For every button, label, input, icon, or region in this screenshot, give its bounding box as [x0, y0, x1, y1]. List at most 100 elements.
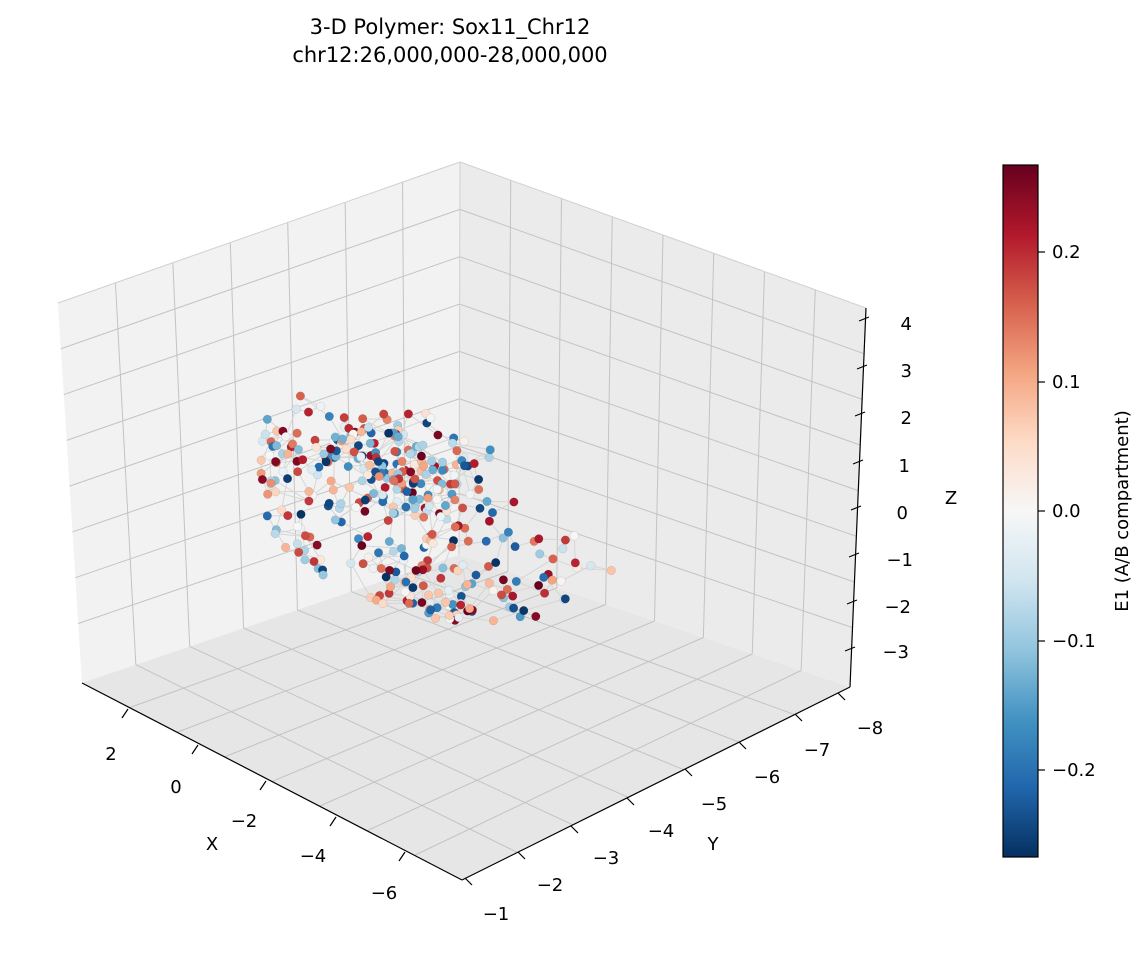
grid-line: [702, 253, 715, 638]
polymer-bead: [336, 499, 346, 509]
polymer-bead: [283, 511, 293, 521]
pane-edge: [459, 161, 867, 309]
polymer-bead: [540, 588, 550, 598]
polymer-bead: [432, 484, 442, 494]
polymer-bead: [293, 467, 303, 477]
polymer-bead: [410, 503, 420, 514]
x-axis-label: X: [206, 834, 218, 855]
polymer-bead: [426, 413, 436, 423]
grid-line: [172, 262, 191, 647]
polymer-bead: [368, 489, 379, 499]
polymer-bead: [341, 444, 351, 454]
polymer-bead: [392, 484, 402, 494]
polymer-bead: [353, 441, 363, 451]
polymer-bead: [509, 497, 519, 507]
polymer-bead: [282, 474, 293, 484]
polymer-bead: [262, 511, 272, 521]
polymer-link: [362, 550, 394, 565]
polymer-bead: [447, 542, 457, 552]
polymer-bead: [390, 446, 400, 456]
grid-line: [751, 271, 765, 655]
colorbar-tick-label: 0.2: [1052, 242, 1081, 263]
polymer-bead: [484, 578, 494, 588]
x-axis-ticks: [121, 708, 406, 862]
polymer-bead: [456, 600, 466, 610]
y-tick-label: −8: [857, 718, 884, 739]
polymer-bead: [363, 532, 373, 542]
polymer-bead: [463, 536, 473, 546]
polymer-bead: [484, 516, 494, 526]
polymer-bead: [548, 554, 558, 564]
polymer-link: [285, 408, 297, 437]
polymer-bead: [265, 450, 275, 460]
polymer-link: [297, 453, 325, 473]
polymer-bead: [377, 490, 388, 500]
polymer-bead: [426, 605, 436, 615]
polymer-link: [350, 563, 372, 598]
y-tick-label: −4: [648, 821, 675, 842]
polymer-bead: [438, 563, 448, 573]
grid-line: [414, 670, 802, 856]
polymer-bead: [363, 422, 373, 433]
y-tick-label: −7: [804, 740, 831, 761]
polymer-bead: [482, 496, 492, 506]
polymer-link: [372, 550, 394, 569]
polymer-link: [458, 616, 494, 622]
colorbar-tick-label: −0.2: [1052, 760, 1096, 781]
polymer-bead: [390, 575, 400, 585]
grid-line: [459, 398, 857, 537]
polymer-bead: [385, 582, 396, 592]
polymer-bead: [491, 558, 501, 568]
polymer-bead: [437, 457, 448, 467]
polymer-bead: [511, 576, 521, 586]
z-tick-label: −1: [886, 550, 913, 571]
polymer-bead: [277, 505, 287, 515]
grid-line: [129, 571, 509, 709]
polymer-link: [362, 418, 389, 434]
z-tick-label: 3: [901, 361, 912, 382]
polymer-link: [287, 502, 330, 517]
polymer-bead: [303, 407, 314, 417]
z-tick-label: −3: [882, 642, 909, 663]
polymer-bead: [296, 509, 306, 519]
polymer-link: [493, 610, 524, 622]
polymer-bead: [440, 501, 450, 511]
polymer-bead: [408, 495, 418, 505]
grid-line: [605, 216, 613, 605]
z-axis-label: Z: [945, 488, 957, 509]
polymer-bead: [433, 588, 444, 598]
z-tick-label: 2: [901, 408, 912, 429]
polymer-bead: [509, 603, 519, 613]
polymer-bead: [397, 456, 407, 466]
polymer-bead: [307, 465, 317, 475]
polymer-bead: [474, 474, 484, 484]
polymer-bead: [376, 563, 386, 573]
polymer-bead: [531, 611, 541, 621]
polymer-bead: [418, 581, 428, 591]
polymer-bead: [458, 560, 468, 570]
polymer-bead: [368, 563, 378, 573]
polymer-bead: [484, 452, 494, 463]
polymer-bead: [316, 401, 326, 411]
polymer-bead: [357, 541, 367, 551]
polymer-link: [539, 553, 578, 569]
polymer-bead: [606, 565, 616, 575]
polymer-bead: [393, 432, 403, 442]
polymer-bead: [356, 427, 366, 437]
polymer-bead: [373, 456, 383, 467]
polymer-bead: [498, 533, 508, 543]
left-back-pane: [58, 162, 460, 683]
polymer-bead: [295, 391, 305, 401]
polymer-bead: [358, 559, 368, 569]
polymer-link: [269, 432, 298, 456]
polymer-bead: [502, 584, 512, 594]
polymer-link: [275, 491, 310, 502]
polymer-bead: [419, 512, 429, 522]
polymer-bead: [318, 570, 328, 580]
polymer-bead: [326, 444, 336, 454]
polymer-bead: [459, 436, 469, 446]
polymer-link: [456, 450, 490, 458]
z-tick-label: 1: [899, 456, 910, 477]
polymer-bead: [474, 484, 484, 495]
polymer-bead: [417, 597, 427, 608]
